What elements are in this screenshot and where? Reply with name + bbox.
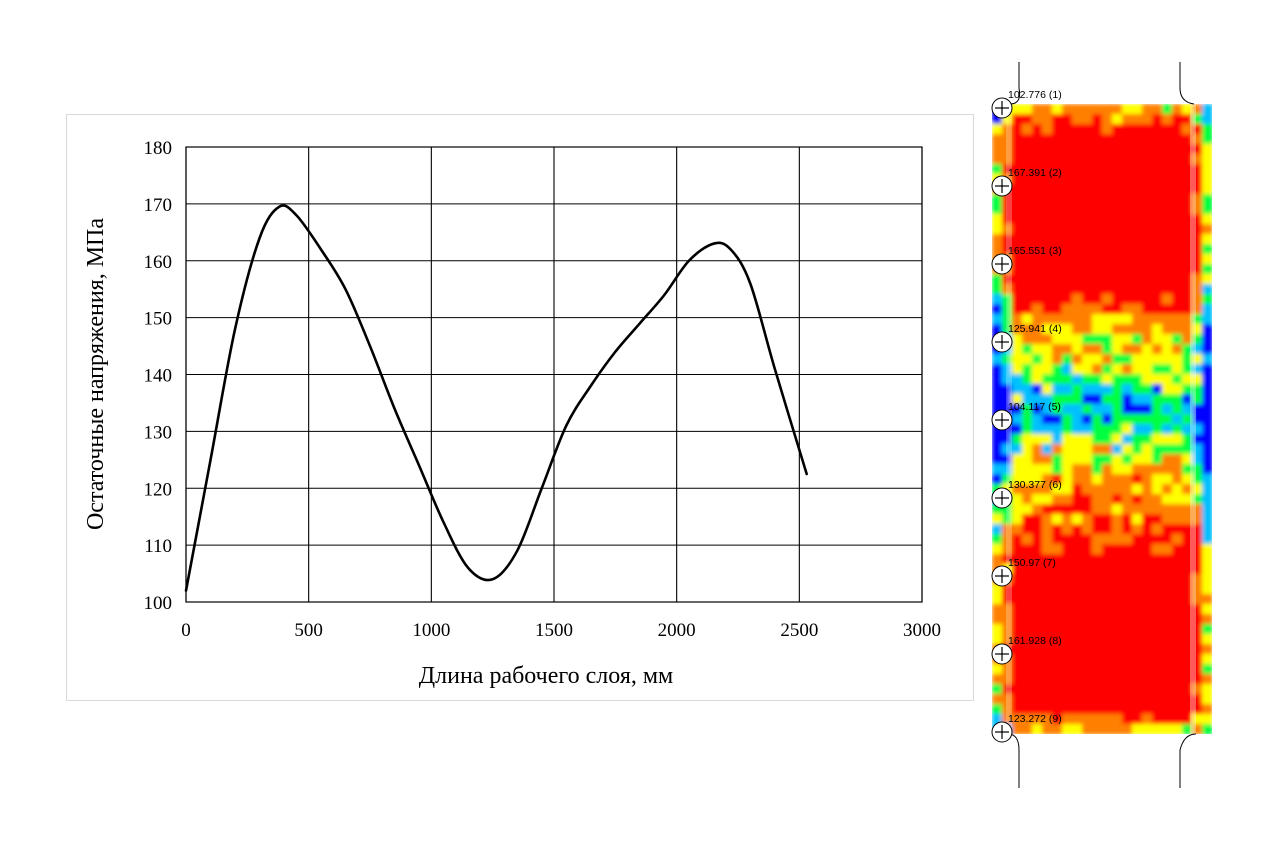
gridlines	[185, 146, 923, 603]
y-axis-title: Остаточные напряжения, МПа	[83, 218, 109, 530]
probe-marker	[991, 409, 1013, 431]
probe-marker	[991, 331, 1013, 353]
x-tick-label: 500	[294, 620, 323, 641]
probe-marker	[991, 643, 1013, 665]
y-tick-label: 160	[144, 252, 173, 273]
chart-area	[66, 114, 974, 701]
y-tick-label: 120	[144, 479, 173, 500]
series-line	[184, 204, 808, 592]
probe-label: 104.117 (5)	[1008, 401, 1061, 413]
x-tick-label: 0	[181, 620, 191, 641]
y-tick-label: 130	[144, 422, 173, 443]
probe-label: 123.272 (9)	[1008, 713, 1062, 725]
line-chart: 0 500 1000 1500 2000 2500 3000 100 110 120 130 140…	[83, 138, 941, 689]
probe-label: 130.377 (6)	[1008, 479, 1062, 491]
probe-label: 150.97 (7)	[1008, 557, 1056, 569]
x-tick-labels: 0 500 1000 1500 2000 2500 3000	[181, 620, 941, 641]
strip-edge-highlight	[1190, 104, 1196, 734]
probe-marker	[991, 253, 1013, 275]
y-tick-labels: 100 110 120 130 140 150 160 170 180	[144, 138, 173, 614]
y-tick-label: 140	[144, 366, 173, 387]
y-tick-label: 180	[144, 138, 173, 159]
y-tick-label: 110	[144, 536, 172, 557]
stress-map: 102.776 (1) 167.391 (2) 165.551 (3) 125.941…	[991, 62, 1212, 788]
x-tick-label: 1500	[535, 620, 573, 641]
probe-label: 165.551 (3)	[1008, 245, 1062, 257]
x-tick-label: 2500	[780, 620, 818, 641]
probe-marker	[991, 97, 1013, 119]
probe-label: 102.776 (1)	[1008, 89, 1062, 101]
x-tick-label: 1000	[412, 620, 450, 641]
probe-marker	[991, 487, 1013, 509]
probe-marker	[991, 175, 1013, 197]
probe-label: 125.941 (4)	[1008, 323, 1062, 335]
probe-marker	[991, 721, 1013, 743]
y-tick-label: 150	[144, 309, 173, 330]
probe-label: 161.928 (8)	[1008, 635, 1062, 647]
probe-label: 167.391 (2)	[1008, 167, 1062, 179]
x-axis-title: Длина рабочего слоя, мм	[419, 663, 673, 689]
probe-marker	[991, 565, 1013, 587]
stress-heatmap	[992, 104, 1212, 734]
y-tick-label: 100	[144, 593, 173, 614]
y-tick-label: 170	[144, 195, 173, 216]
x-tick-label: 3000	[903, 620, 941, 641]
x-tick-label: 2000	[658, 620, 696, 641]
probe-markers: 102.776 (1) 167.391 (2) 165.551 (3) 125.941…	[991, 89, 1062, 743]
